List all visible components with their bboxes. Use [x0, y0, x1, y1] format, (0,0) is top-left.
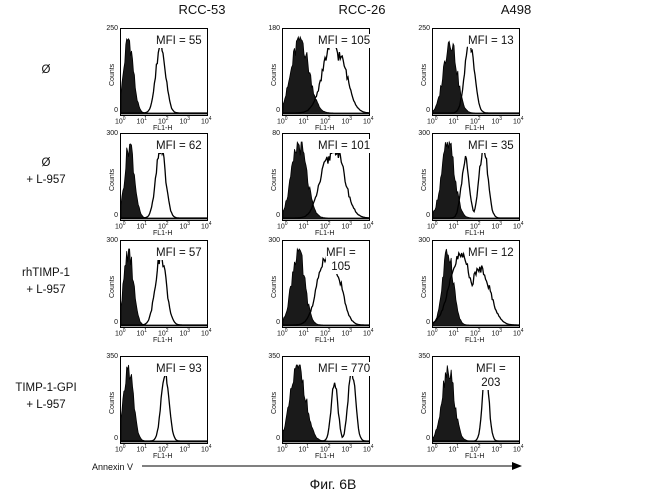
figure-caption: Фиг. 6В: [0, 476, 666, 492]
x-axis-arrow: [0, 0, 666, 500]
